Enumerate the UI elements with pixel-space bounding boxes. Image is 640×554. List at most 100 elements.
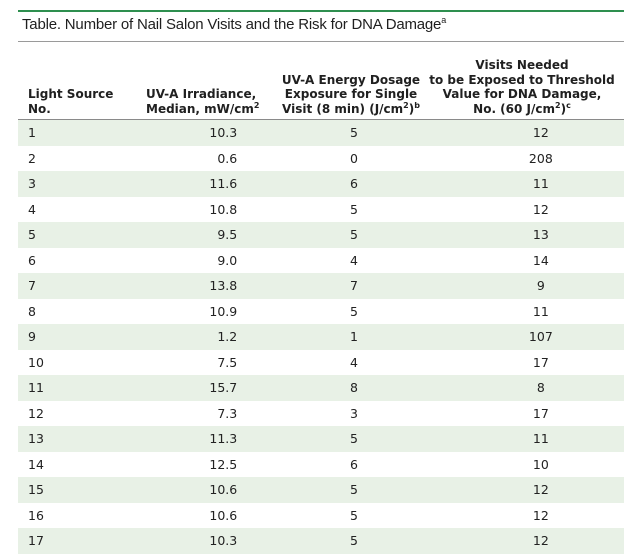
table-row: 13 11.3 5 11 [18, 426, 624, 452]
cell-visits-needed: 11 [532, 303, 549, 319]
table-row: 8 10.9 5 11 [18, 298, 624, 325]
cell-uva-irradiance-value: 11.3 [209, 431, 238, 447]
cell-energy-dosage: 8 [349, 380, 358, 396]
cell-uva-irradiance: 11.6 [120, 171, 237, 197]
cell-uva-irradiance-value: 10.9 [209, 303, 238, 319]
table-row: 5 9.5 5 13 [18, 222, 624, 248]
header-visits-sup-2: 2 [555, 100, 561, 110]
top-accent-rule [18, 10, 624, 12]
table-row: 2 0.6 0 208 [18, 145, 624, 172]
cell-energy-dosage: 5 [349, 201, 358, 217]
cell-uva-irradiance: 10.6 [120, 503, 237, 529]
header-dosage-line1: UV-A Energy Dosage [281, 72, 421, 87]
cell-uva-irradiance: 12.5 [120, 452, 237, 478]
cell-visits-needed: 9 [536, 278, 545, 294]
table-row: 17 10.3 5 12 [18, 528, 624, 554]
cell-light-source-no: 10 [28, 354, 44, 370]
data-table-body: 1 10.3 5 12 2 0.6 0 208 3 11.6 6 11 4 10.8 5 12 5 9.5 5 13 6… [18, 120, 624, 554]
cell-uva-irradiance: 0.6 [120, 146, 237, 172]
cell-energy-dosage: 4 [349, 354, 358, 370]
cell-light-source-no: 2 [28, 150, 36, 166]
cell-uva-irradiance-value: 10.3 [209, 533, 238, 549]
cell-light-source-no: 14 [28, 456, 44, 472]
table-row: 4 10.8 5 12 [18, 196, 624, 223]
cell-visits-needed: 12 [532, 533, 549, 549]
cell-uva-irradiance-value: 9.0 [217, 252, 238, 268]
table-row: 3 11.6 6 11 [18, 171, 624, 197]
data-table: 1 10.3 5 12 2 0.6 0 208 3 11.6 6 11 4 10.8 5 12 5 9.5 5 13 6… [18, 120, 624, 554]
cell-energy-dosage: 5 [349, 533, 358, 549]
header-visits-line2: to be Exposed to Threshold [429, 72, 615, 87]
cell-uva-irradiance: 10.8 [120, 197, 237, 223]
table-row: 14 12.5 6 10 [18, 451, 624, 478]
table-row: 9 1.2 1 107 [18, 324, 624, 350]
cell-uva-irradiance-value: 7.3 [217, 405, 238, 421]
cell-uva-irradiance: 9.0 [120, 248, 237, 274]
header-visits-line4: No. (60 J/cm2)c [473, 100, 571, 117]
cell-energy-dosage: 5 [349, 482, 358, 498]
header-visits-footnote-c: c [566, 100, 571, 110]
cell-light-source-no: 3 [28, 176, 36, 192]
header-dosage-line3: Visit (8 min) (J/cm2)b [282, 100, 420, 117]
cell-energy-dosage: 1 [349, 329, 358, 345]
header-irradiance-line1: UV-A Irradiance, [146, 87, 257, 101]
header-visits-line4-text: No. (60 J/cm [473, 101, 556, 116]
cell-uva-irradiance-value: 1.2 [217, 329, 238, 345]
cell-uva-irradiance: 10.9 [120, 299, 237, 325]
cell-uva-irradiance: 7.5 [120, 350, 237, 376]
header-dosage-paren: ) [408, 101, 415, 116]
header-visits-paren: ) [560, 101, 567, 116]
cell-visits-needed: 8 [536, 380, 545, 396]
table-title: Table. Number of Nail Salon Visits and t… [22, 15, 622, 33]
cell-energy-dosage: 4 [349, 252, 358, 268]
cell-light-source-no: 6 [28, 252, 36, 268]
cell-light-source-no: 17 [28, 533, 44, 549]
cell-light-source-no: 13 [28, 431, 44, 447]
cell-energy-dosage: 5 [349, 227, 358, 243]
header-dosage-line2: Exposure for Single [284, 87, 418, 101]
cell-uva-irradiance: 13.8 [120, 273, 237, 299]
header-dosage-line3-text: Visit (8 min) (J/cm [282, 101, 404, 116]
header-light-source-no: Light Source No. [28, 87, 113, 116]
cell-visits-needed: 107 [528, 329, 553, 345]
header-light-source-line1: Light Source [28, 87, 114, 101]
cell-uva-irradiance-value: 12.5 [209, 456, 238, 472]
cell-uva-irradiance-value: 7.5 [217, 354, 238, 370]
cell-uva-irradiance-value: 10.6 [209, 507, 238, 523]
cell-uva-irradiance-value: 10.3 [209, 125, 238, 141]
table-row: 16 10.6 5 12 [18, 502, 624, 529]
table-header: Light Source No. UV-A Irradiance, Median… [0, 50, 640, 116]
cell-visits-needed: 14 [532, 252, 549, 268]
table-row: 12 7.3 3 17 [18, 400, 624, 427]
cell-uva-irradiance: 10.3 [120, 120, 237, 146]
cell-visits-needed: 12 [532, 482, 549, 498]
cell-energy-dosage: 6 [349, 456, 358, 472]
header-visits-line1: Visits Needed [475, 58, 569, 72]
cell-light-source-no: 15 [28, 482, 44, 498]
header-divider [18, 119, 624, 120]
header-visits-needed: Visits Needed to be Exposed to Threshold… [429, 58, 614, 117]
cell-light-source-no: 9 [28, 329, 36, 345]
cell-uva-irradiance: 10.3 [120, 528, 237, 554]
cell-energy-dosage: 5 [349, 431, 358, 447]
cell-energy-dosage: 0 [349, 150, 358, 166]
table-title-text: Table. Number of Nail Salon Visits and t… [22, 16, 442, 33]
header-dosage-sup-2: 2 [403, 100, 409, 110]
table-row: 11 15.7 8 8 [18, 375, 624, 401]
cell-visits-needed: 17 [532, 354, 549, 370]
cell-visits-needed: 12 [532, 125, 549, 141]
table-row: 7 13.8 7 9 [18, 273, 624, 299]
cell-energy-dosage: 3 [349, 405, 358, 421]
table-row: 6 9.0 4 14 [18, 247, 624, 274]
cell-light-source-no: 8 [28, 303, 36, 319]
cell-uva-irradiance: 11.3 [120, 426, 237, 452]
cell-visits-needed: 12 [532, 201, 549, 217]
table-row: 15 10.6 5 12 [18, 477, 624, 503]
cell-uva-irradiance: 7.3 [120, 401, 237, 427]
header-uva-irradiance: UV-A Irradiance, Median, mW/cm2 [146, 87, 259, 116]
cell-visits-needed: 13 [532, 227, 549, 243]
cell-uva-irradiance: 9.5 [120, 222, 237, 248]
table-title-footnote-mark: a [441, 15, 446, 25]
cell-uva-irradiance-value: 13.8 [209, 278, 238, 294]
